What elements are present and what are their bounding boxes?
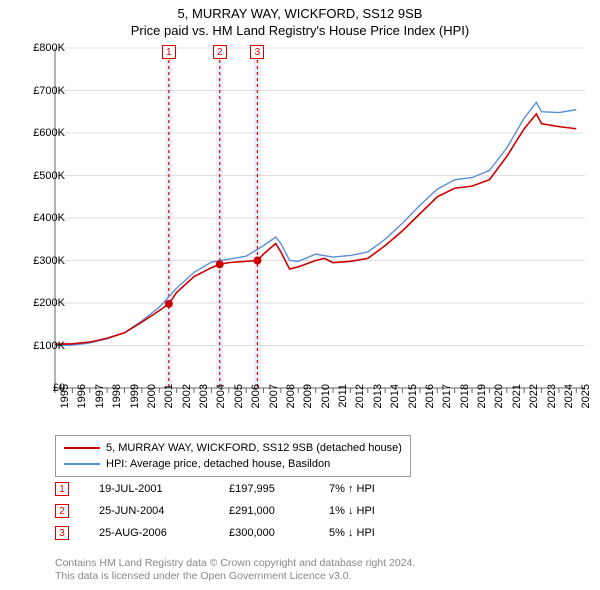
- x-tick-label: 2018: [459, 384, 471, 424]
- x-tick-label: 1999: [129, 384, 141, 424]
- y-tick-label: £0: [15, 382, 65, 394]
- sale-marker-icon: 2: [55, 504, 69, 518]
- sale-date: 19-JUL-2001: [99, 483, 229, 495]
- sale-badge-icon: 3: [250, 45, 264, 59]
- sale-hpi: 5% ↓ HPI: [329, 527, 409, 539]
- sale-price: £300,000: [229, 527, 329, 539]
- footer-line: This data is licensed under the Open Gov…: [55, 570, 415, 584]
- legend-swatch: [64, 447, 100, 449]
- x-tick-label: 2013: [372, 384, 384, 424]
- x-tick-label: 2004: [215, 384, 227, 424]
- x-tick-label: 2016: [424, 384, 436, 424]
- y-tick-label: £800K: [15, 42, 65, 54]
- sale-badge-icon: 1: [162, 45, 176, 59]
- y-tick-label: £400K: [15, 212, 65, 224]
- x-tick-label: 2025: [580, 384, 592, 424]
- x-tick-label: 2024: [563, 384, 575, 424]
- chart-subtitle: Price paid vs. HM Land Registry's House …: [0, 21, 600, 38]
- chart-svg: [55, 48, 585, 388]
- legend-item-hpi: HPI: Average price, detached house, Basi…: [64, 456, 402, 472]
- y-tick-label: £500K: [15, 170, 65, 182]
- sale-badge-icon: 2: [213, 45, 227, 59]
- chart-container: 5, MURRAY WAY, WICKFORD, SS12 9SB Price …: [0, 0, 600, 590]
- x-tick-label: 1997: [94, 384, 106, 424]
- legend-label: 5, MURRAY WAY, WICKFORD, SS12 9SB (detac…: [106, 442, 402, 454]
- legend-label: HPI: Average price, detached house, Basi…: [106, 458, 330, 470]
- chart-title: 5, MURRAY WAY, WICKFORD, SS12 9SB: [0, 0, 600, 21]
- legend-swatch: [64, 463, 100, 464]
- sale-date: 25-AUG-2006: [99, 527, 229, 539]
- sale-price: £197,995: [229, 483, 329, 495]
- x-tick-label: 2007: [268, 384, 280, 424]
- x-tick-label: 1996: [76, 384, 88, 424]
- x-tick-label: 2010: [320, 384, 332, 424]
- chart-plot-area: 1 2 3: [55, 48, 585, 388]
- sale-hpi: 7% ↑ HPI: [329, 483, 409, 495]
- x-tick-label: 2006: [250, 384, 262, 424]
- x-tick-label: 2019: [476, 384, 488, 424]
- legend-item-property: 5, MURRAY WAY, WICKFORD, SS12 9SB (detac…: [64, 440, 402, 456]
- y-tick-label: £100K: [15, 340, 65, 352]
- x-tick-label: 2017: [441, 384, 453, 424]
- x-tick-label: 2005: [233, 384, 245, 424]
- sale-price: £291,000: [229, 505, 329, 517]
- y-tick-label: £700K: [15, 85, 65, 97]
- x-tick-label: 2008: [285, 384, 297, 424]
- sale-marker-icon: 1: [55, 482, 69, 496]
- y-tick-label: £600K: [15, 127, 65, 139]
- x-tick-label: 2015: [407, 384, 419, 424]
- x-tick-label: 2021: [511, 384, 523, 424]
- sale-date: 25-JUN-2004: [99, 505, 229, 517]
- sales-row: 3 25-AUG-2006 £300,000 5% ↓ HPI: [55, 522, 409, 544]
- x-tick-label: 2011: [337, 384, 349, 424]
- x-tick-label: 2000: [146, 384, 158, 424]
- footer-line: Contains HM Land Registry data © Crown c…: [55, 557, 415, 571]
- x-tick-label: 2012: [354, 384, 366, 424]
- x-tick-label: 2020: [493, 384, 505, 424]
- x-tick-label: 2009: [302, 384, 314, 424]
- x-tick-label: 1998: [111, 384, 123, 424]
- x-tick-label: 2023: [546, 384, 558, 424]
- sale-marker-icon: 3: [55, 526, 69, 540]
- legend: 5, MURRAY WAY, WICKFORD, SS12 9SB (detac…: [55, 435, 411, 477]
- sales-row: 2 25-JUN-2004 £291,000 1% ↓ HPI: [55, 500, 409, 522]
- x-tick-label: 2001: [163, 384, 175, 424]
- x-tick-label: 1995: [59, 384, 71, 424]
- y-tick-label: £300K: [15, 255, 65, 267]
- footer-attribution: Contains HM Land Registry data © Crown c…: [55, 557, 415, 584]
- sale-hpi: 1% ↓ HPI: [329, 505, 409, 517]
- x-tick-label: 2003: [198, 384, 210, 424]
- sales-row: 1 19-JUL-2001 £197,995 7% ↑ HPI: [55, 478, 409, 500]
- x-tick-label: 2022: [528, 384, 540, 424]
- x-tick-label: 2002: [181, 384, 193, 424]
- y-tick-label: £200K: [15, 297, 65, 309]
- x-tick-label: 2014: [389, 384, 401, 424]
- sales-table: 1 19-JUL-2001 £197,995 7% ↑ HPI 2 25-JUN…: [55, 478, 409, 544]
